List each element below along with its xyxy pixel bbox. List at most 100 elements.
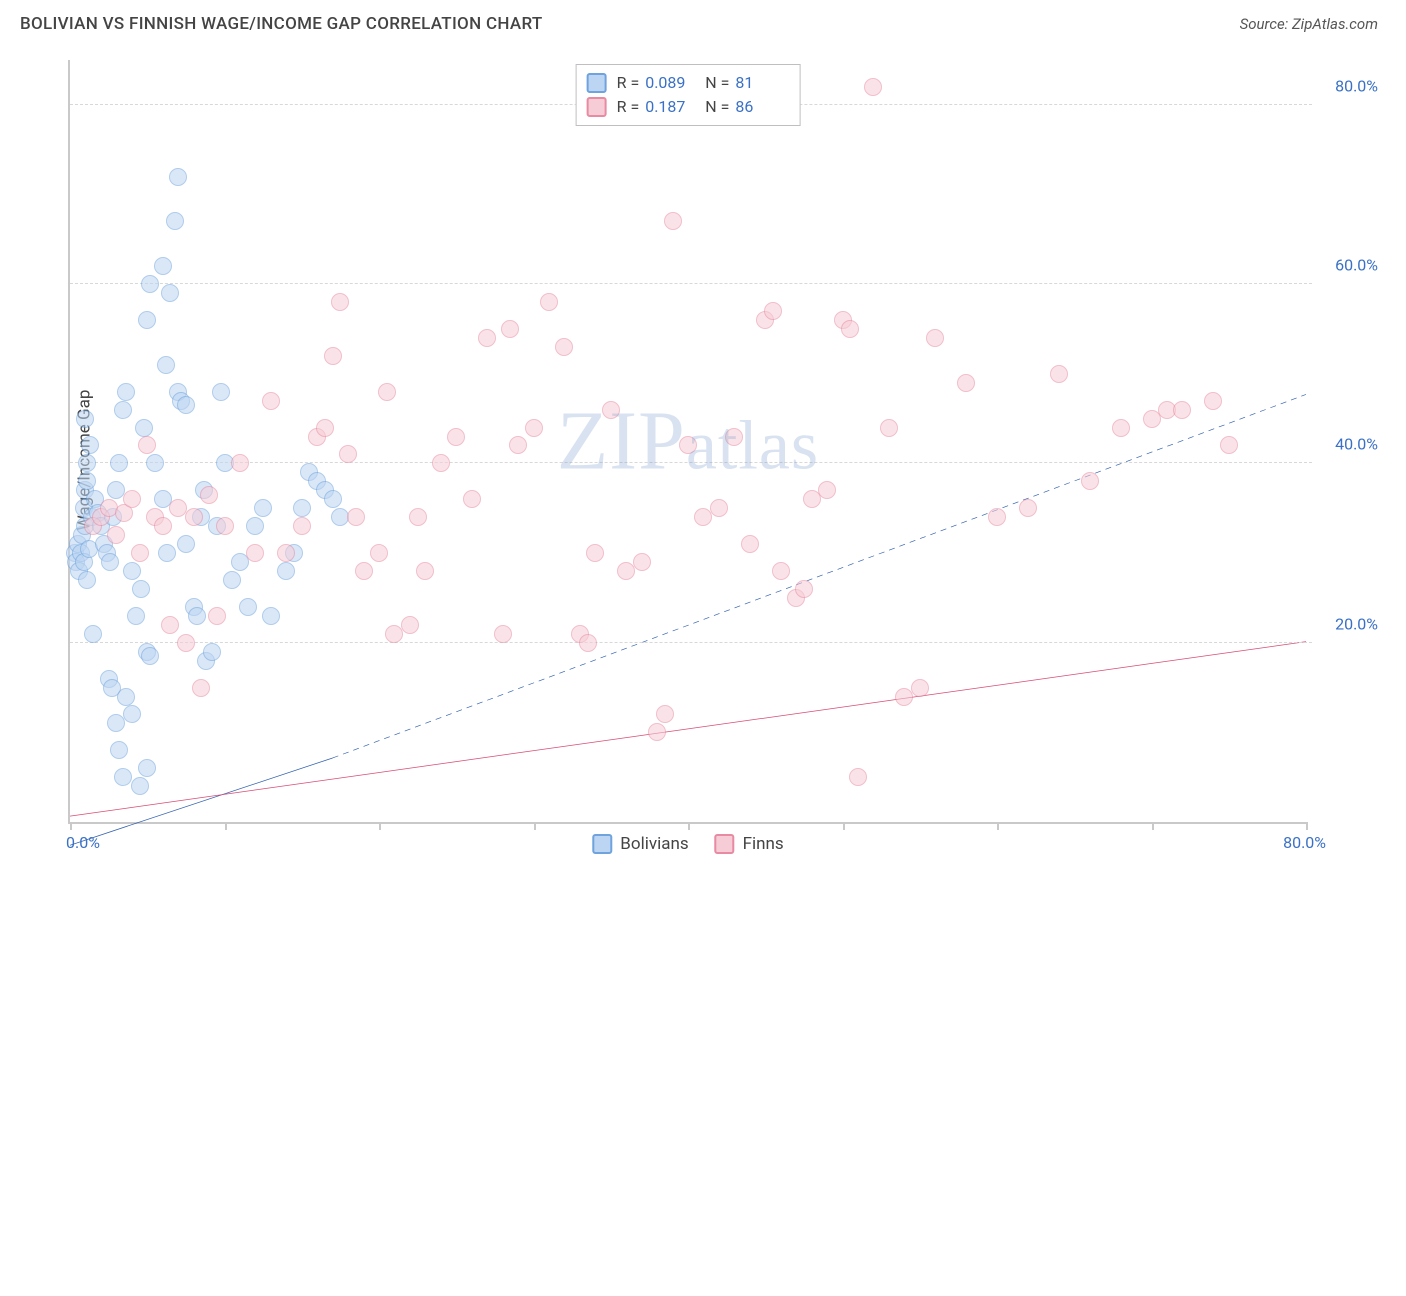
swatch-bolivians bbox=[587, 73, 607, 93]
data-point-bolivians bbox=[223, 571, 241, 589]
stat-r-value-finns: 0.187 bbox=[645, 95, 695, 119]
data-point-finns bbox=[725, 428, 743, 446]
x-tick bbox=[379, 822, 381, 830]
data-point-bolivians bbox=[76, 410, 94, 428]
data-point-bolivians bbox=[188, 607, 206, 625]
data-point-finns bbox=[432, 454, 450, 472]
grid-line bbox=[70, 642, 1312, 643]
source-text: Source: ZipAtlas.com bbox=[1240, 15, 1378, 33]
data-point-bolivians bbox=[177, 396, 195, 414]
legend-bottom: BoliviansFinns bbox=[592, 834, 783, 854]
data-point-finns bbox=[525, 419, 543, 437]
data-point-bolivians bbox=[154, 257, 172, 275]
data-point-finns bbox=[316, 419, 334, 437]
data-point-bolivians bbox=[110, 454, 128, 472]
data-point-finns bbox=[864, 78, 882, 96]
data-point-finns bbox=[1173, 401, 1191, 419]
data-point-finns bbox=[1050, 365, 1068, 383]
x-max-label: 80.0% bbox=[1283, 833, 1326, 852]
x-tick bbox=[688, 822, 690, 830]
data-point-finns bbox=[246, 544, 264, 562]
data-point-finns bbox=[208, 607, 226, 625]
stat-n-label: N = bbox=[705, 71, 729, 95]
data-point-finns bbox=[347, 508, 365, 526]
data-point-finns bbox=[401, 616, 419, 634]
data-point-finns bbox=[200, 486, 218, 504]
data-point-finns bbox=[1204, 392, 1222, 410]
data-point-bolivians bbox=[158, 544, 176, 562]
y-tick-label: 60.0% bbox=[1335, 256, 1378, 275]
data-point-bolivians bbox=[101, 553, 119, 571]
data-point-finns bbox=[679, 436, 697, 454]
data-point-finns bbox=[231, 454, 249, 472]
x-tick bbox=[1306, 822, 1308, 830]
data-point-bolivians bbox=[324, 490, 342, 508]
data-point-finns bbox=[926, 329, 944, 347]
data-point-bolivians bbox=[117, 688, 135, 706]
data-point-bolivians bbox=[277, 562, 295, 580]
data-point-finns bbox=[378, 383, 396, 401]
data-point-finns bbox=[192, 679, 210, 697]
data-point-finns bbox=[656, 705, 674, 723]
x-tick bbox=[225, 822, 227, 830]
data-point-bolivians bbox=[157, 356, 175, 374]
trend-line-bolivians bbox=[70, 758, 333, 845]
data-point-bolivians bbox=[262, 607, 280, 625]
trend-lines bbox=[70, 60, 1306, 1296]
data-point-finns bbox=[957, 374, 975, 392]
legend-stat-row-bolivians: R =0.089N =81 bbox=[587, 71, 786, 95]
data-point-finns bbox=[131, 544, 149, 562]
data-point-bolivians bbox=[114, 768, 132, 786]
data-point-finns bbox=[1220, 436, 1238, 454]
data-point-bolivians bbox=[254, 499, 272, 517]
legend-label-finns: Finns bbox=[743, 834, 784, 854]
data-point-bolivians bbox=[239, 598, 257, 616]
data-point-finns bbox=[216, 517, 234, 535]
data-point-bolivians bbox=[123, 562, 141, 580]
data-point-finns bbox=[795, 580, 813, 598]
legend-item-finns: Finns bbox=[715, 834, 784, 854]
data-point-finns bbox=[911, 679, 929, 697]
trend-line-finns bbox=[70, 642, 1306, 816]
data-point-bolivians bbox=[141, 275, 159, 293]
legend-stats: R =0.089N =81R =0.187N =86 bbox=[576, 64, 801, 126]
data-point-bolivians bbox=[81, 436, 99, 454]
data-point-bolivians bbox=[84, 625, 102, 643]
swatch-finns bbox=[587, 97, 607, 117]
data-point-bolivians bbox=[132, 580, 150, 598]
x-tick bbox=[534, 822, 536, 830]
data-point-bolivians bbox=[127, 607, 145, 625]
data-point-finns bbox=[161, 616, 179, 634]
stat-r-label: R = bbox=[617, 95, 640, 119]
data-point-finns bbox=[409, 508, 427, 526]
data-point-finns bbox=[772, 562, 790, 580]
data-point-bolivians bbox=[138, 759, 156, 777]
data-point-finns bbox=[741, 535, 759, 553]
stat-r-value-bolivians: 0.089 bbox=[645, 71, 695, 95]
grid-line bbox=[70, 283, 1312, 284]
swatch-bolivians bbox=[592, 834, 612, 854]
x-tick bbox=[843, 822, 845, 830]
data-point-bolivians bbox=[212, 383, 230, 401]
x-tick bbox=[997, 822, 999, 830]
stat-r-label: R = bbox=[617, 71, 640, 95]
data-point-finns bbox=[586, 544, 604, 562]
trend-line-ext-bolivians bbox=[333, 394, 1306, 758]
data-point-bolivians bbox=[146, 454, 164, 472]
data-point-finns bbox=[648, 723, 666, 741]
data-point-finns bbox=[579, 634, 597, 652]
data-point-bolivians bbox=[138, 311, 156, 329]
plot-area: ZIPatlas R =0.089N =81R =0.187N =86 Boli… bbox=[68, 60, 1306, 824]
data-point-finns bbox=[331, 293, 349, 311]
data-point-bolivians bbox=[169, 168, 187, 186]
data-point-bolivians bbox=[114, 401, 132, 419]
data-point-finns bbox=[880, 419, 898, 437]
data-point-finns bbox=[154, 517, 172, 535]
data-point-bolivians bbox=[141, 647, 159, 665]
data-point-finns bbox=[277, 544, 295, 562]
data-point-bolivians bbox=[131, 777, 149, 795]
x-tick bbox=[70, 822, 72, 830]
data-point-bolivians bbox=[293, 499, 311, 517]
data-point-finns bbox=[602, 401, 620, 419]
data-point-bolivians bbox=[166, 212, 184, 230]
